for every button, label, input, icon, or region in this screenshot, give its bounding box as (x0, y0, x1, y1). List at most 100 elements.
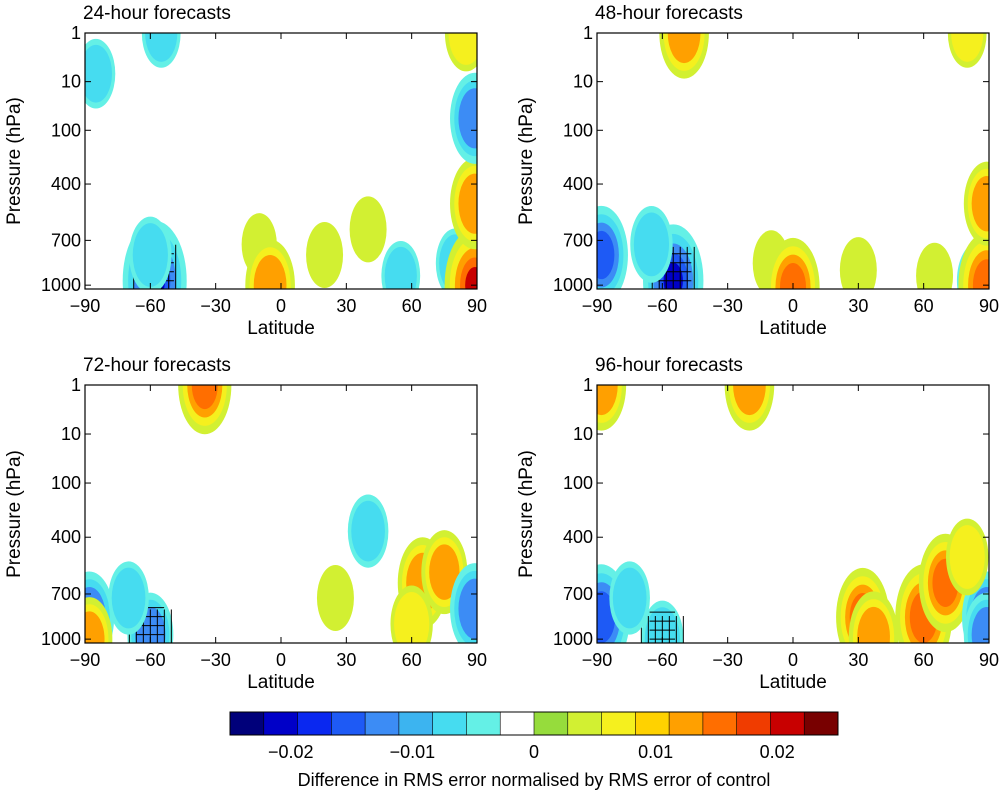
feature-10-level-1 (394, 592, 430, 643)
feature-1-level-3 (597, 230, 615, 280)
y-tick-label: 100 (51, 473, 81, 493)
x-tick-label: −60 (135, 650, 166, 670)
y-tick-label: 100 (51, 120, 81, 140)
x-tick-label: 90 (467, 650, 487, 670)
y-tick-label: 10 (61, 424, 81, 444)
colorbar-swatch (635, 712, 670, 735)
colorbar-tick-label: 0 (529, 742, 539, 762)
panel-1: 24-hour forecasts −90 −60 −30 0 30 60 90 Latitud… (4, 3, 487, 339)
panel-4: 96-hour forecasts −90 −60 −30 0 30 60 90 Latitud… (516, 355, 999, 693)
contour-field (597, 385, 989, 643)
colorbar-swatch (601, 712, 636, 735)
y-tick-label: 1 (583, 23, 593, 43)
y-tick-label: 1000 (41, 275, 81, 295)
x-axis-label: Latitude (759, 672, 827, 693)
y-tick-label: 700 (51, 230, 81, 250)
y-tick-label: 10 (573, 72, 593, 92)
contour-field (85, 33, 477, 289)
feature-8-level-2 (429, 544, 460, 600)
y-tick-label: 400 (51, 527, 81, 547)
colorbar-swatch (702, 712, 738, 735)
feature-6-level-1 (351, 500, 385, 562)
feature-10-level-2 (971, 175, 989, 232)
feature-4-level-2 (85, 611, 105, 643)
y-axis-label: Pressure (hPa) (4, 97, 25, 225)
x-tick-label: 90 (979, 296, 999, 316)
x-tick-label: 60 (402, 650, 422, 670)
feature-5-level-3 (779, 262, 807, 289)
x-tick-label: 90 (467, 296, 487, 316)
colorbar-swatch (466, 712, 501, 735)
colorbar-swatch (331, 712, 366, 735)
colorbar-tick-label: 0.01 (638, 742, 673, 762)
feature-3-level-2 (597, 385, 618, 416)
y-axis-label: Pressure (hPa) (516, 450, 537, 578)
x-axis-label: Latitude (247, 318, 315, 339)
colorbar-swatch (736, 712, 771, 735)
x-tick-label: 0 (276, 296, 286, 316)
x-tick-label: −30 (200, 296, 231, 316)
x-tick-label: 30 (336, 296, 356, 316)
y-tick-label: 700 (563, 230, 593, 250)
feature-5-level-2 (253, 255, 287, 289)
feature-2-level-1 (633, 212, 670, 277)
feature-6-level-2 (857, 606, 890, 643)
x-tick-label: −90 (582, 296, 613, 316)
colorbar-label: Difference in RMS error normalised by RM… (298, 770, 771, 790)
feature-4-level-2 (733, 385, 766, 416)
x-axis-label: Latitude (247, 672, 315, 693)
x-tick-label: 0 (788, 650, 798, 670)
x-tick-label: −90 (70, 650, 101, 670)
colorbar-tick-label: −0.02 (268, 742, 314, 762)
x-tick-label: −90 (70, 296, 101, 316)
feature-11-level-1 (949, 525, 985, 589)
feature-3-level-3 (191, 385, 218, 410)
feature-3-level-2 (667, 33, 701, 64)
feature-2-level-1 (85, 44, 112, 103)
contour-field (85, 385, 477, 643)
feature-5-level-0 (316, 565, 354, 632)
colorbar-tick-label: −0.01 (390, 742, 436, 762)
colorbar-swatch (770, 712, 805, 735)
y-tick-label: 1000 (41, 629, 81, 649)
colorbar: −0.02 −0.01 0 0.01 0.02 Difference in RMS err… (229, 711, 839, 790)
feature-2-level-1 (111, 567, 146, 629)
feature-9-level-3 (972, 259, 989, 289)
x-tick-label: −90 (582, 650, 613, 670)
colorbar-swatch (365, 712, 400, 735)
colorbar-swatch (432, 712, 467, 735)
feature-10-level-2 (971, 606, 989, 643)
feature-6-level-0 (306, 222, 344, 289)
colorbar-swatch (500, 712, 535, 735)
y-tick-label: 1000 (553, 629, 593, 649)
x-tick-label: 60 (914, 296, 934, 316)
feature-2-level-1 (612, 567, 647, 629)
x-tick-label: 90 (979, 650, 999, 670)
feature-10-level-4 (465, 267, 477, 289)
x-tick-label: 30 (848, 296, 868, 316)
y-tick-label: 700 (51, 584, 81, 604)
x-tick-label: 30 (848, 650, 868, 670)
colorbar-swatch (669, 712, 704, 735)
y-tick-label: 100 (563, 120, 593, 140)
colorbar-swatch (534, 712, 569, 735)
y-tick-label: 10 (573, 424, 593, 444)
y-tick-label: 10 (61, 72, 81, 92)
y-tick-label: 1000 (553, 275, 593, 295)
feature-8-level-1 (384, 246, 417, 289)
feature-12-level-2 (458, 88, 477, 149)
x-tick-label: −30 (200, 650, 231, 670)
x-tick-label: 0 (276, 650, 286, 670)
y-tick-label: 100 (563, 473, 593, 493)
y-tick-label: 400 (563, 174, 593, 194)
y-tick-label: 400 (51, 174, 81, 194)
x-tick-label: −60 (647, 650, 678, 670)
y-axis-label: Pressure (hPa) (4, 450, 25, 578)
y-tick-label: 1 (71, 23, 81, 43)
panel-title: 96-hour forecasts (595, 355, 743, 376)
feature-1-level-1 (132, 223, 168, 287)
y-tick-label: 1 (583, 375, 593, 395)
colorbar-swatch (567, 712, 603, 735)
feature-11-level-1 (951, 33, 984, 62)
